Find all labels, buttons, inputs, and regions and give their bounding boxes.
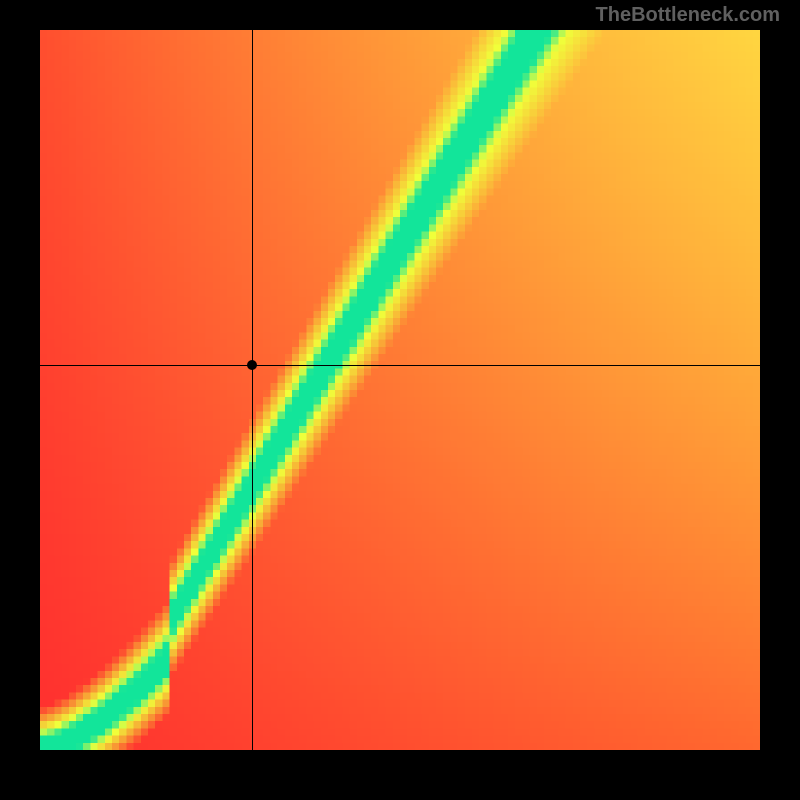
crosshair-vertical — [252, 30, 253, 750]
heatmap-canvas — [40, 30, 760, 750]
heatmap-plot — [40, 30, 760, 750]
crosshair-horizontal — [40, 365, 760, 366]
watermark-text: TheBottleneck.com — [596, 4, 780, 27]
crosshair-marker — [247, 360, 257, 370]
